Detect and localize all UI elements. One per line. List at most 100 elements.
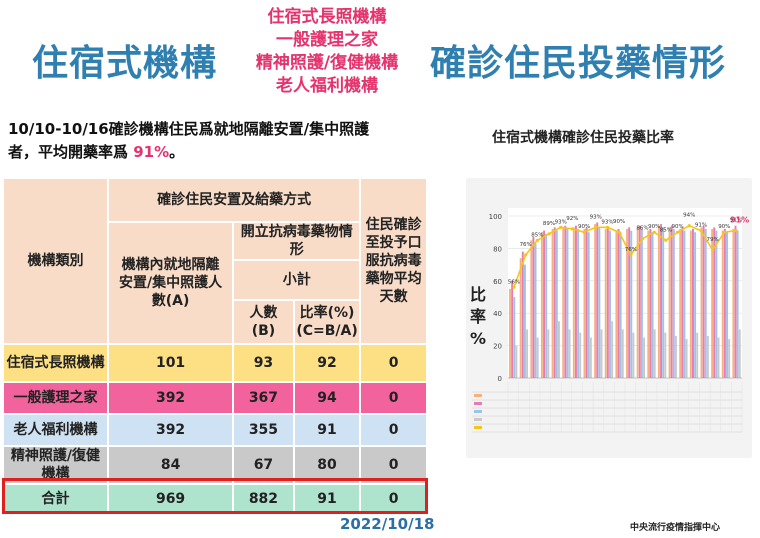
subtitle-line: 精神照護/復健機構 (255, 53, 399, 73)
chart-bar (674, 335, 677, 378)
chart-bar (526, 329, 528, 378)
chart-bar (532, 237, 535, 378)
chart-bar (651, 232, 654, 378)
chart-bar (621, 329, 624, 378)
chart-bar (706, 335, 709, 378)
row-onsite: 84 (106, 445, 235, 485)
legend-swatch (474, 426, 482, 429)
total-name: 合計 (2, 483, 109, 515)
chart-bar (717, 337, 720, 378)
total-days: 0 (359, 483, 428, 515)
chart-bar (611, 321, 614, 378)
description-post: 。 (169, 143, 185, 161)
chart-bar (587, 232, 590, 378)
row-rate: 92 (292, 343, 362, 383)
rate-data-label: 79% (707, 237, 719, 243)
chart-bar (672, 228, 675, 378)
chart-bar (636, 227, 639, 378)
title-left: 住宿式機構 (32, 43, 218, 84)
chart-bar (660, 224, 663, 378)
rate-data-label: 94% (683, 213, 695, 219)
rate-point (535, 238, 539, 242)
chart-bar (585, 227, 588, 378)
rate-data-label: 90% (648, 224, 660, 230)
row-days: 0 (359, 445, 428, 485)
chart-bar (647, 230, 650, 378)
row-rate: 91 (292, 413, 362, 447)
chart-bar (700, 227, 703, 378)
rate-data-label: 56% (508, 279, 520, 285)
header-onsite: 機構內就地隔離安置/集中照護人數(A) (106, 221, 235, 345)
header-rate: 比率(%)(C=B/A) (292, 299, 362, 345)
legend-swatch (474, 394, 482, 397)
rate-point (664, 238, 668, 242)
total-onsite: 969 (106, 483, 235, 515)
rate-point (711, 248, 715, 252)
chart-bar (681, 227, 684, 378)
chart-bar (589, 337, 592, 378)
chart-bar (577, 228, 580, 378)
header-days: 住民確診至投予口服抗病毒藥物平均天數 (359, 177, 428, 345)
chart-bar (609, 230, 611, 378)
chart-title: 住宿式機構確診住民投藥比率 (492, 130, 674, 146)
chart-bar (562, 227, 565, 378)
chart-bar (670, 225, 673, 378)
chart-bar (511, 280, 514, 378)
chart-bar (728, 339, 731, 378)
chart-bar (738, 329, 741, 378)
chart-bar (649, 228, 652, 378)
legend-swatch (474, 410, 482, 413)
rate-point (524, 253, 528, 257)
rate-point (594, 225, 598, 229)
y-tick-label: 80 (493, 245, 502, 253)
chart-bar (713, 227, 716, 378)
chart-bar (721, 230, 724, 378)
chart-bar (668, 227, 671, 378)
legend-swatch (474, 402, 482, 405)
row-onsite: 101 (106, 343, 235, 383)
chart-bar (689, 230, 692, 378)
row-onsite: 392 (106, 413, 235, 447)
rate-line (513, 224, 737, 288)
rate-point (570, 227, 575, 231)
row-name: 住宿式長照機構 (2, 343, 109, 383)
y-tick-label: 0 (498, 375, 502, 383)
rate-data-label: 85% (531, 232, 543, 238)
chart-bar (628, 227, 631, 378)
chart-bar (543, 230, 546, 378)
table-total-row: 合計 969 882 91 0 (2, 483, 428, 515)
average-rate: 91% (133, 143, 170, 161)
header-count: 人數(B) (232, 299, 295, 345)
facility-types-subtitle: 住宿式長照機構 一般護理之家 精神照護/復健機構 老人福利機構 (244, 6, 410, 98)
rate-point (699, 228, 703, 233)
rate-point (559, 225, 563, 229)
chart-bar (692, 228, 694, 378)
table-row: 精神照護/復健機構 84 67 80 0 (2, 445, 428, 485)
row-count: 67 (232, 445, 295, 485)
row-count: 355 (232, 413, 295, 447)
medication-table: 機構類別 確診住民安置及給藥方式 住民確診至投予口服抗病毒藥物平均天數 機構內就… (2, 177, 428, 515)
chart-bar (630, 230, 633, 378)
chart-bar (694, 232, 697, 378)
description-pre: 者，平均開藥率爲 (8, 143, 134, 161)
table-row: 一般護理之家 392 367 94 0 (2, 381, 428, 415)
rate-data-label: 86% (636, 226, 648, 232)
chart-bar (643, 337, 645, 378)
row-count: 93 (232, 343, 295, 383)
chart-bar (683, 230, 686, 378)
chart-bar (594, 224, 597, 378)
rate-point (617, 230, 621, 234)
rate-data-label: 90% (613, 219, 625, 225)
chart-bar (715, 230, 718, 378)
chart-bar (534, 243, 537, 378)
chart-bar (545, 233, 548, 378)
chart-bar (704, 228, 707, 378)
chart-bar (685, 339, 688, 378)
legend-swatch (474, 418, 482, 421)
chart-bar (564, 225, 567, 378)
chart-bar (519, 258, 522, 378)
chart-bar (530, 240, 533, 378)
table-row: 住宿式長照機構 101 93 92 0 (2, 343, 428, 383)
row-days: 0 (359, 381, 428, 415)
